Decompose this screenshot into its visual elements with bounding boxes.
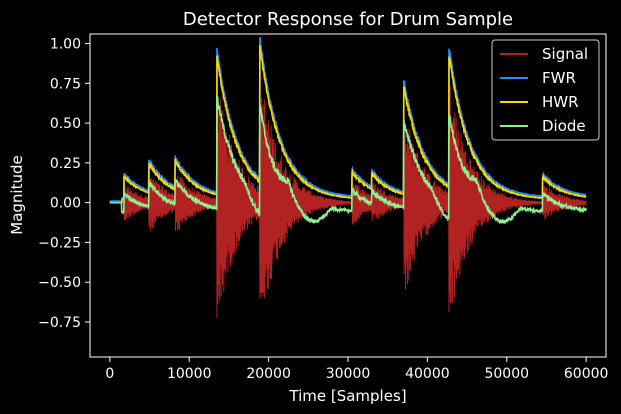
y-tick-label: 0.75 [50,76,81,92]
y-tick-label: −0.50 [38,275,81,291]
legend-label-signal: Signal [542,45,588,63]
legend-label-hwr: HWR [542,93,579,111]
y-tick-label: 0.00 [50,196,81,212]
chart-title: Detector Response for Drum Sample [183,9,513,30]
series-fwr [109,37,587,202]
legend-label-fwr: FWR [542,69,576,87]
y-tick-label: 0.50 [50,116,81,132]
y-tick-label: −0.75 [38,315,81,331]
y-tick-label: 1.00 [50,37,81,53]
series-diode [109,95,587,224]
y-tick-label: −0.25 [38,235,81,251]
legend-label-diode: Diode [542,117,586,135]
x-tick-label: 0 [105,366,114,382]
x-tick-label: 60000 [564,366,609,382]
series-signal [109,71,587,318]
legend: Signal FWR HWR Diode [491,39,600,141]
legend-box [491,39,600,141]
x-tick-label: 30000 [326,366,371,382]
y-axis-label: Magnitude [8,155,26,234]
series-hwr [109,45,587,204]
x-axis-label: Time [Samples] [288,387,406,405]
y-tick-label: 0.25 [50,156,81,172]
x-tick-label: 50000 [484,366,529,382]
x-tick-label: 10000 [167,366,212,382]
x-tick-label: 20000 [246,366,291,382]
plot-area [109,37,587,318]
x-tick-label: 40000 [405,366,450,382]
axis-ticks: 0 10000 20000 30000 40000 50000 60000 1.00 0.75 0… [38,33,609,382]
